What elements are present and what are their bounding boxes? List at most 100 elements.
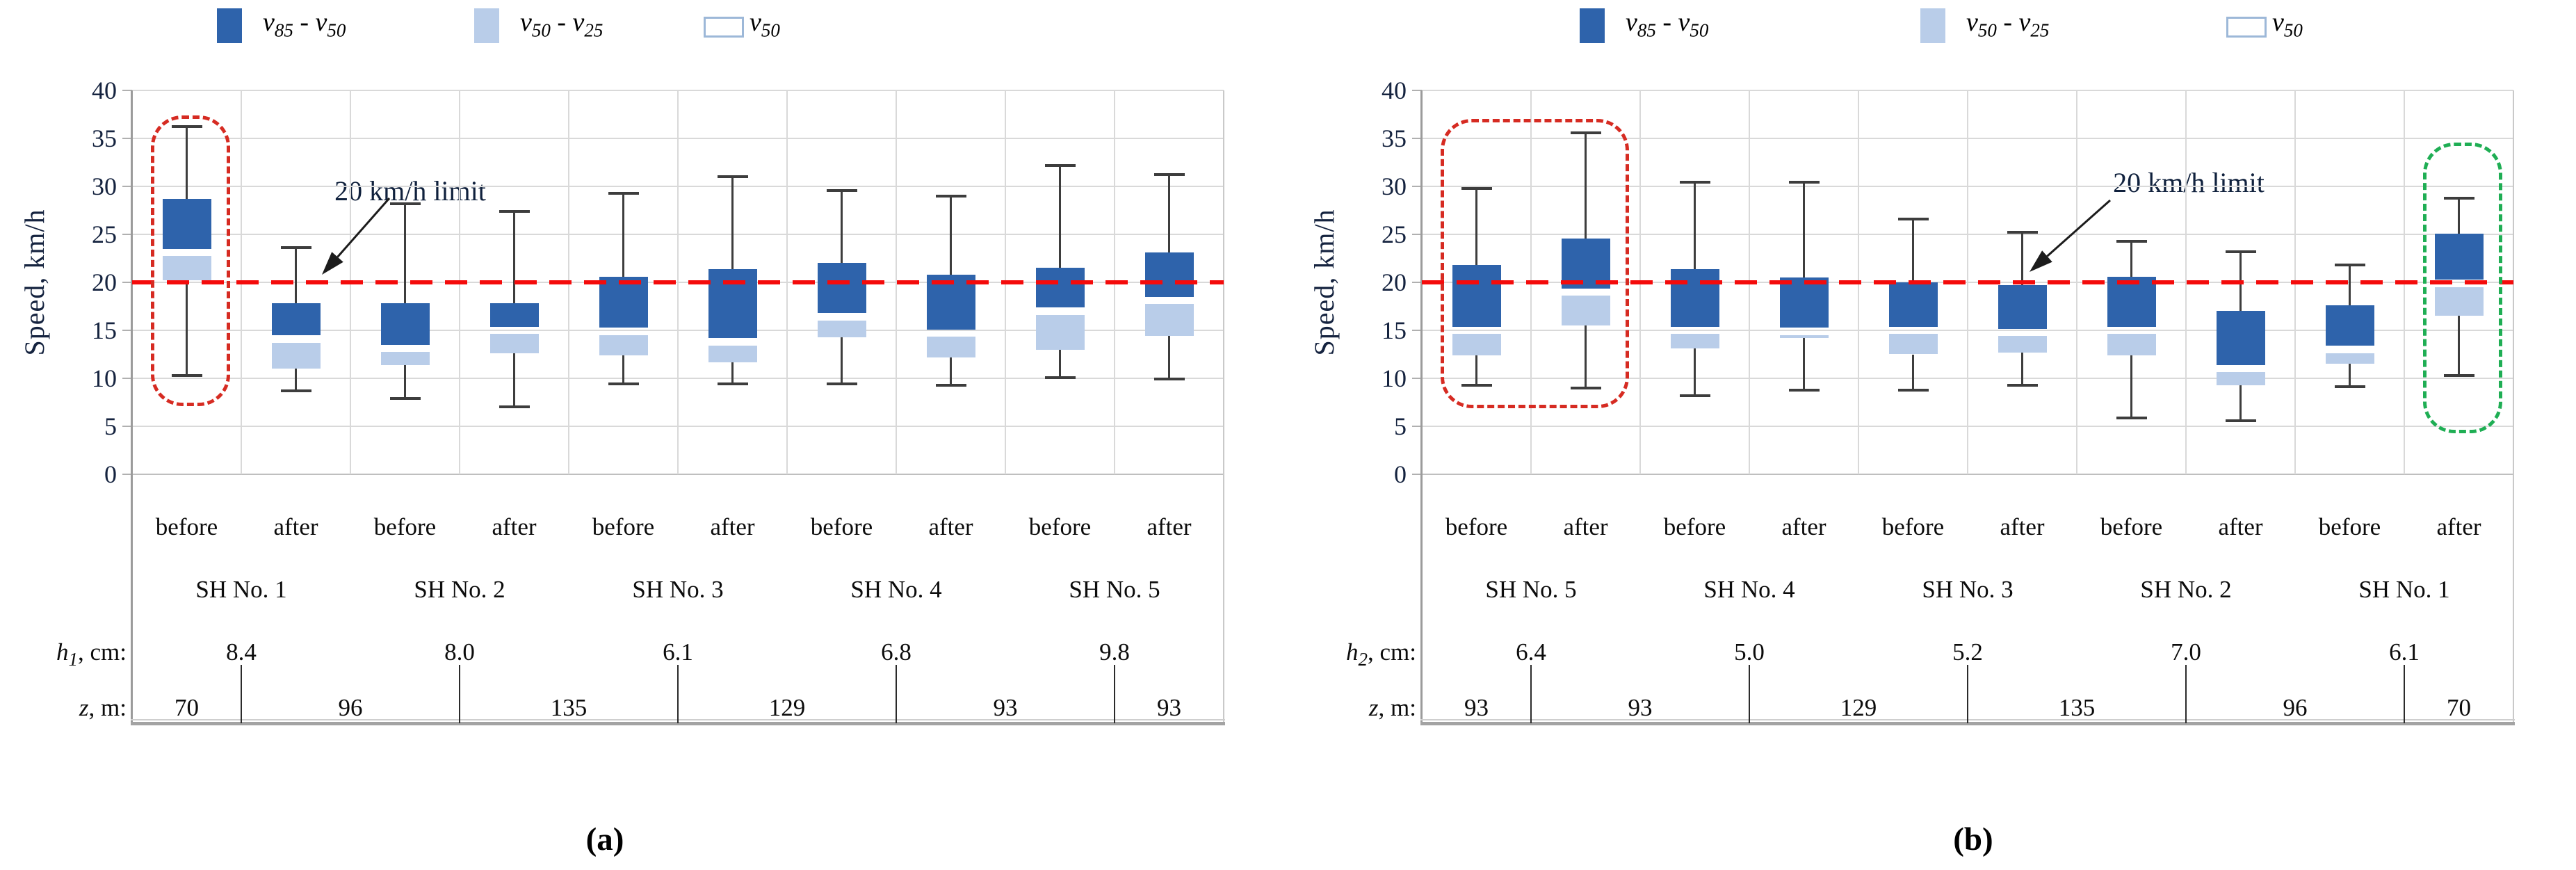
box-v85-v50-segment bbox=[1888, 282, 1938, 327]
box-whisker-cap-min bbox=[2225, 419, 2256, 422]
box-whisker-cap-min bbox=[171, 373, 202, 377]
hump-height-value: 6.8 bbox=[881, 638, 912, 666]
y-gridline-0 bbox=[1422, 474, 2513, 475]
box-v85-v50-segment bbox=[1779, 277, 1829, 328]
y-tick-icon bbox=[1412, 138, 1422, 139]
limit-annotation-b: 20 km/h limit bbox=[2113, 167, 2265, 198]
box-v85-v50-segment bbox=[1452, 265, 1501, 327]
limit-line-20kmh bbox=[132, 280, 1224, 284]
box-whisker-cap-min bbox=[826, 382, 857, 386]
box-v85-v50-segment bbox=[2216, 311, 2265, 365]
y-tick-label: 40 bbox=[1382, 76, 1407, 104]
box-whisker-cap-min bbox=[608, 382, 639, 386]
limit-line-20kmh bbox=[1422, 280, 2513, 284]
hump-height-value: 6.1 bbox=[663, 638, 693, 666]
y-tick-label: 5 bbox=[104, 412, 117, 440]
box-lower-whisker bbox=[2349, 364, 2351, 387]
legend-label-v50: v50 bbox=[2272, 8, 2303, 41]
box-lower-whisker bbox=[622, 355, 624, 385]
y-tick-label: 20 bbox=[1382, 268, 1407, 296]
phase-label: before bbox=[2318, 513, 2381, 540]
box-upper-whisker bbox=[1803, 182, 1805, 278]
box-v50-v25-segment bbox=[1561, 296, 1610, 326]
plot-right-border bbox=[2513, 90, 2514, 725]
box-lower-whisker bbox=[950, 357, 952, 385]
box-whisker-cap-max bbox=[499, 209, 530, 213]
box-v50-v25-segment bbox=[817, 320, 866, 337]
box-whisker-cap-max bbox=[2116, 239, 2147, 243]
box-whisker-cap-max bbox=[1788, 181, 1820, 184]
phase-label: before bbox=[1663, 513, 1726, 540]
y-tick-icon bbox=[1412, 186, 1422, 187]
hump-height-value: 5.2 bbox=[1952, 638, 1983, 666]
group-label: SH No. 4 bbox=[850, 576, 942, 603]
phase-label: after bbox=[2436, 513, 2481, 540]
hump-height-value: 6.4 bbox=[1516, 638, 1546, 666]
phase-label: after bbox=[273, 513, 318, 540]
legend-label-v85-v50: v85 - v50 bbox=[1626, 8, 1709, 41]
phase-label: before bbox=[810, 513, 873, 540]
y-tick-label: 10 bbox=[92, 364, 117, 392]
box-upper-whisker bbox=[404, 203, 406, 304]
phase-label: before bbox=[1445, 513, 1508, 540]
box-whisker-cap-max bbox=[280, 246, 311, 250]
box-v50-v25-segment bbox=[1998, 336, 2047, 353]
box-whisker-cap-min bbox=[935, 383, 966, 387]
highlight-red-dashed-rect bbox=[150, 115, 230, 407]
y-gridline-0 bbox=[132, 474, 1224, 475]
distance-value: 93 bbox=[1157, 694, 1181, 721]
phase-label: after bbox=[1563, 513, 1608, 540]
box-lower-whisker bbox=[1803, 338, 1805, 390]
box-v85-v50-segment bbox=[271, 303, 321, 336]
distance-value: 70 bbox=[175, 694, 199, 721]
box-whisker-cap-max bbox=[1570, 131, 1601, 134]
legend-label-v50-v25: v50 - v25 bbox=[520, 8, 604, 41]
y-tick-icon bbox=[1412, 426, 1422, 427]
group-label: SH No. 1 bbox=[195, 576, 287, 603]
box-lower-whisker bbox=[513, 353, 515, 408]
distance-value: 96 bbox=[2283, 694, 2308, 721]
box-whisker-cap-min bbox=[2007, 383, 2038, 387]
box-upper-whisker bbox=[950, 195, 952, 275]
group-label: SH No. 2 bbox=[414, 576, 505, 603]
box-upper-whisker bbox=[513, 211, 515, 304]
distance-value: 96 bbox=[338, 694, 363, 721]
box-v85-v50-segment bbox=[708, 268, 757, 339]
group-label: SH No. 3 bbox=[632, 576, 724, 603]
box-v85-v50-segment bbox=[2434, 233, 2484, 280]
box-v50-v25-segment bbox=[1452, 334, 1501, 355]
hump-position-tick-icon bbox=[1749, 665, 1750, 723]
box-whisker-cap-min bbox=[280, 389, 311, 392]
box-lower-whisker bbox=[2130, 355, 2132, 418]
legend-swatch-v85-v50-icon bbox=[1580, 8, 1605, 43]
box-whisker-cap-max bbox=[1679, 181, 1710, 184]
box-v50-v25-segment bbox=[1035, 314, 1085, 350]
phase-label: before bbox=[1028, 513, 1092, 540]
box-lower-whisker bbox=[1912, 354, 1914, 390]
box-v50-v25-segment bbox=[926, 337, 975, 357]
box-v85-v50-segment bbox=[1670, 268, 1719, 327]
box-upper-whisker bbox=[186, 127, 188, 199]
box-lower-whisker bbox=[1694, 348, 1696, 396]
group-label: SH No. 3 bbox=[1922, 576, 2014, 603]
box-whisker-cap-max bbox=[1044, 163, 1076, 167]
phase-label: after bbox=[2000, 513, 2045, 540]
phase-label: before bbox=[155, 513, 218, 540]
box-whisker-cap-max bbox=[935, 194, 966, 198]
distance-value: 93 bbox=[1628, 694, 1653, 721]
group-label: SH No. 4 bbox=[1703, 576, 1795, 603]
z-row-label: z, m: bbox=[1368, 694, 1416, 721]
y-tick-label: 5 bbox=[1394, 412, 1407, 440]
box-upper-whisker bbox=[1694, 182, 1696, 269]
box-v50-v25-segment bbox=[2434, 287, 2484, 316]
box-lower-whisker bbox=[841, 337, 843, 385]
box-whisker-cap-max bbox=[1461, 186, 1492, 190]
table-bottom-rule bbox=[131, 722, 1225, 725]
y-tick-icon bbox=[122, 426, 132, 427]
y-tick-label: 30 bbox=[1382, 172, 1407, 200]
box-whisker-cap-min bbox=[1570, 386, 1601, 389]
box-upper-whisker bbox=[2349, 265, 2351, 306]
box-whisker-cap-max bbox=[717, 175, 748, 179]
box-upper-whisker bbox=[1168, 175, 1170, 253]
